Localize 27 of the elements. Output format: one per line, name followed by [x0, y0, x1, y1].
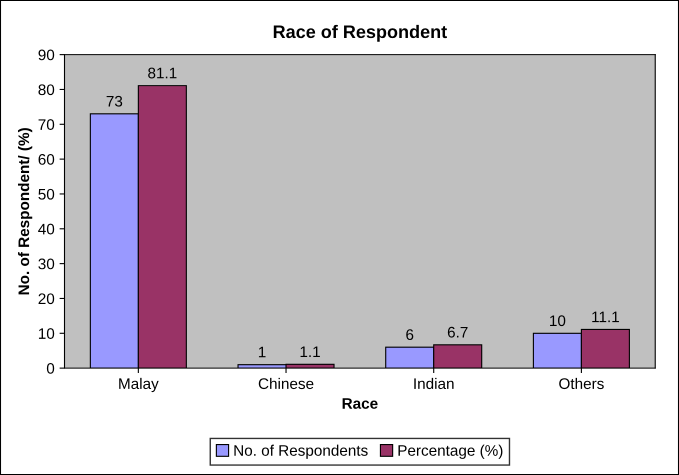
y-axis-title: No. of Respondent/ (%)	[18, 128, 32, 294]
y-tick-label: 80	[38, 84, 54, 96]
y-tick-label: 60	[38, 154, 54, 165]
x-tick-label: Indian	[414, 378, 454, 390]
data-label: 73	[106, 96, 122, 107]
data-label: 6	[406, 329, 414, 340]
data-label: 1.1	[300, 346, 320, 357]
x-tick-label: Malay	[119, 378, 159, 392]
x-tick-label: Others	[559, 378, 604, 390]
chart-title: Race of Respondent	[274, 24, 447, 42]
legend-label: Percentage (%)	[398, 444, 502, 459]
data-label: 6.7	[448, 326, 468, 338]
y-tick-label: 50	[38, 188, 54, 200]
data-label: 10	[550, 315, 566, 326]
data-label: 81.1	[148, 68, 176, 78]
y-tick-label: 10	[38, 328, 54, 339]
legend-label: No. of Respondents	[234, 444, 368, 459]
x-axis-title: Race	[342, 398, 378, 409]
y-tick-label: 20	[38, 293, 54, 304]
y-tick-label: 90	[38, 49, 54, 60]
y-tick-label: 40	[38, 224, 54, 234]
data-label: 1	[258, 346, 266, 358]
y-tick-label: 0	[46, 362, 54, 374]
data-label: 11.1	[592, 312, 619, 322]
y-tick-label: 30	[38, 258, 54, 270]
y-tick-label: 70	[38, 119, 54, 130]
x-tick-label: Chinese	[258, 378, 314, 390]
